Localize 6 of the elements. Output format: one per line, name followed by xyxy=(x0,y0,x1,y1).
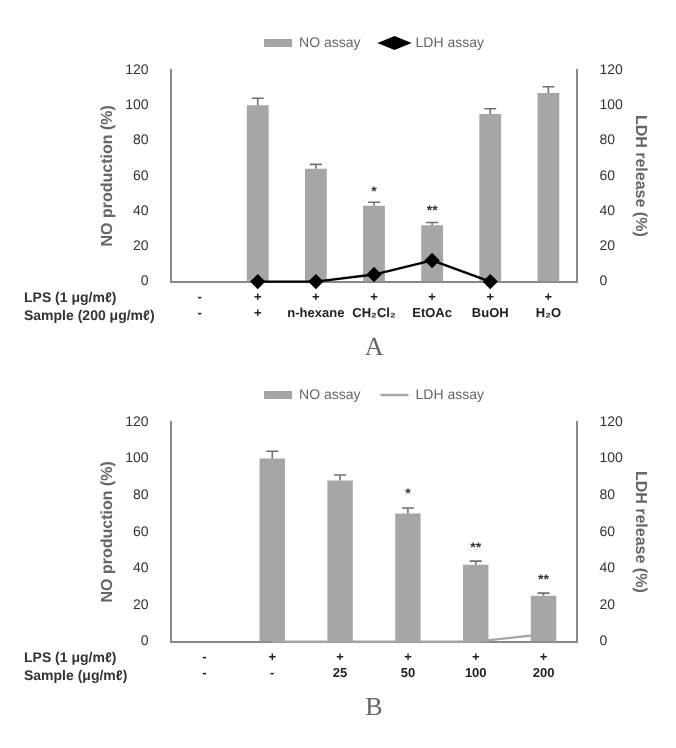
text: B xyxy=(365,691,384,722)
y2-axis-title: LDH release (%) xyxy=(631,114,650,238)
y2-axis-title: LDH release (%) xyxy=(631,470,650,594)
text: A xyxy=(364,331,385,362)
y-axis-title: NO production (%) xyxy=(98,104,117,247)
y-axis-title: NO production (%) xyxy=(98,460,117,603)
